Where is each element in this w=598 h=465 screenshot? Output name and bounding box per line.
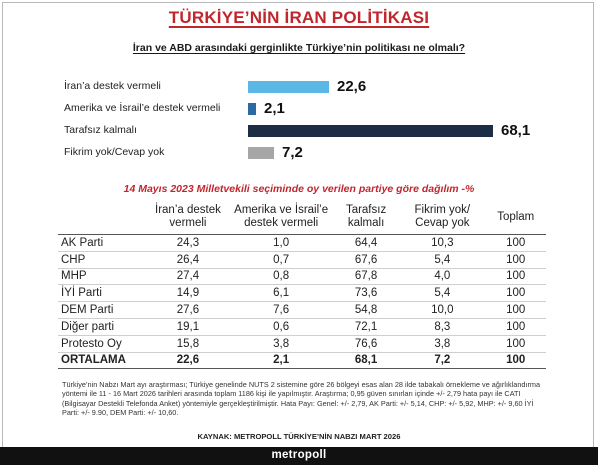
value-cell: 0,7 <box>229 251 333 269</box>
value-cell: 15,8 <box>146 335 230 353</box>
column-header: İran’a destek vermeli <box>146 200 230 235</box>
value-cell: 100 <box>485 251 546 269</box>
value-cell: 19,1 <box>146 318 230 336</box>
value-cell: 100 <box>485 318 546 336</box>
value-cell: 27,4 <box>146 268 230 286</box>
party-name-cell: Diğer parti <box>58 318 147 336</box>
party-name-cell: AK Parti <box>58 234 147 252</box>
party-name-cell: DEM Parti <box>58 301 147 319</box>
value-cell: 100 <box>485 234 546 252</box>
value-cell: 0,8 <box>229 268 333 286</box>
bar <box>248 81 329 93</box>
value-cell: 72,1 <box>332 318 400 336</box>
party-name-cell: İYİ Parti <box>58 284 147 303</box>
value-cell: 3,8 <box>229 335 333 353</box>
value-cell: 22,6 <box>146 351 230 370</box>
methodology-footnote: Türkiye’nin Nabzı Mart ayı araştırması; … <box>62 380 541 418</box>
page-title: TÜRKİYE’NİN İRAN POLİTİKASI <box>168 8 430 27</box>
value-cell: 27,6 <box>146 301 230 319</box>
value-cell: 100 <box>485 301 546 319</box>
column-header: Fikrim yok/ Cevap yok <box>399 200 486 235</box>
bar-label: Amerika ve İsrail’e destek vermeli <box>64 102 221 114</box>
value-cell: 7,2 <box>399 351 486 370</box>
value-cell: 0,6 <box>229 318 333 336</box>
table-total-row: ORTALAMA 22,6 2,1 68,1 7,2 100 <box>58 351 546 370</box>
bar-label: Tarafsız kalmalı <box>64 124 137 136</box>
bar-chart: İran’a destek vermeli 22,6 Amerika ve İsra… <box>0 70 598 170</box>
table-row: Diğer parti 19,1 0,6 72,1 8,3 100 <box>58 318 546 336</box>
value-cell: 3,8 <box>399 335 486 353</box>
table-row: İYİ Parti 14,9 6,1 73,6 5,4 100 <box>58 284 546 303</box>
value-cell: 68,1 <box>332 351 400 370</box>
table-row: CHP 26,4 0,7 67,6 5,4 100 <box>58 251 546 269</box>
value-cell: 67,6 <box>332 251 400 269</box>
table-row: DEM Parti 27,6 7,6 54,8 10,0 100 <box>58 301 546 319</box>
value-cell: 4,0 <box>399 268 486 286</box>
value-cell: 100 <box>485 284 546 303</box>
party-name-cell: CHP <box>58 251 147 269</box>
column-header: Tarafsız kalmalı <box>332 200 400 235</box>
bar-value-label: 68,1 <box>501 122 531 139</box>
results-table: İran’a destek vermeli Amerika ve İsrail’… <box>58 200 546 370</box>
value-cell: 5,4 <box>399 251 486 269</box>
value-cell: 10,3 <box>399 234 486 252</box>
table-body: AK Parti 24,3 1,0 64,4 10,3 100 CHP 26,4 0,7 67,6… <box>58 234 546 370</box>
table-header-row: İran’a destek vermeli Amerika ve İsrail’… <box>58 200 546 235</box>
table-row: Protesto Oy 15,8 3,8 76,6 3,8 100 <box>58 335 546 353</box>
value-cell: 100 <box>485 268 546 286</box>
value-cell: 100 <box>485 351 546 370</box>
column-header <box>58 200 147 235</box>
value-cell: 1,0 <box>229 234 333 252</box>
table-row: AK Parti 24,3 1,0 64,4 10,3 100 <box>58 234 546 252</box>
party-name-cell: ORTALAMA <box>58 351 147 370</box>
survey-question: İran ve ABD arasındaki gerginlikte Türki… <box>132 42 466 54</box>
value-cell: 64,4 <box>332 234 400 252</box>
bar <box>248 147 274 159</box>
bar-value-label: 22,6 <box>337 78 367 95</box>
bar-label: Fikrim yok/Cevap yok <box>64 146 165 158</box>
column-header: Amerika ve İsrail’e destek vermeli <box>229 200 333 235</box>
bar-value-label: 2,1 <box>264 100 285 117</box>
value-cell: 73,6 <box>332 284 400 303</box>
brand-logo: metropoll <box>0 447 598 465</box>
bar <box>248 103 256 115</box>
value-cell: 6,1 <box>229 284 333 303</box>
table-title: 14 Mayıs 2023 Milletvekili seçiminde oy … <box>123 183 475 195</box>
value-cell: 10,0 <box>399 301 486 319</box>
bar-value-label: 7,2 <box>282 144 303 161</box>
value-cell: 26,4 <box>146 251 230 269</box>
party-name-cell: MHP <box>58 268 147 286</box>
bar-label: İran’a destek vermeli <box>64 80 161 92</box>
value-cell: 76,6 <box>332 335 400 353</box>
party-name-cell: Protesto Oy <box>58 335 147 353</box>
value-cell: 100 <box>485 335 546 353</box>
value-cell: 54,8 <box>332 301 400 319</box>
value-cell: 24,3 <box>146 234 230 252</box>
value-cell: 67,8 <box>332 268 400 286</box>
value-cell: 14,9 <box>146 284 230 303</box>
value-cell: 8,3 <box>399 318 486 336</box>
value-cell: 7,6 <box>229 301 333 319</box>
source-line: KAYNAK: METROPOLL TÜRKİYE’NİN NABZI MART… <box>197 432 401 441</box>
value-cell: 2,1 <box>229 351 333 370</box>
bar <box>248 125 493 137</box>
table-row: MHP 27,4 0,8 67,8 4,0 100 <box>58 268 546 286</box>
value-cell: 5,4 <box>399 284 486 303</box>
column-header: Toplam <box>485 200 546 235</box>
